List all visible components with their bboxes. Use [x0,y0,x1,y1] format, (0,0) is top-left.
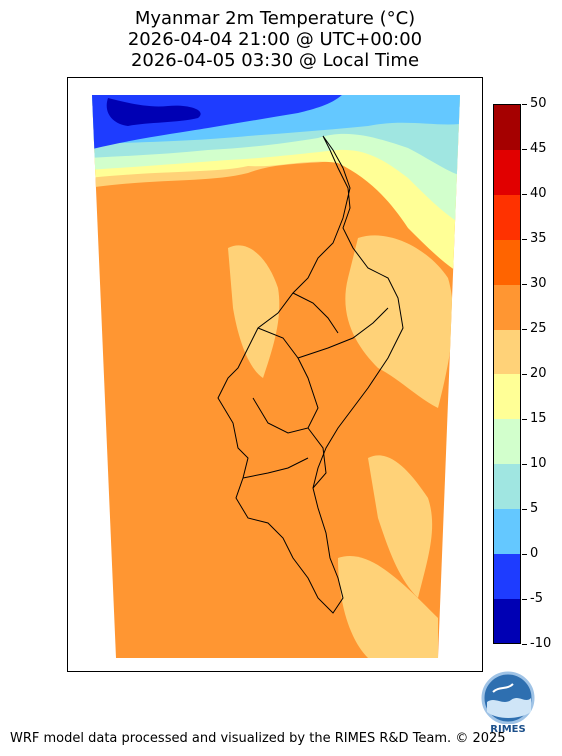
colorbar-tick-label: -10 [530,636,552,651]
colorbar-tick [522,599,527,600]
logo-text: RIMES [490,724,526,735]
colorbar-tick-label: 20 [530,366,547,381]
colorbar-tick-label: 0 [530,546,539,561]
colorbar-segment [494,329,520,375]
state-boundary-2 [297,307,389,359]
colorbar-segment [494,105,520,151]
colorbar-tick-label: 10 [530,456,547,471]
colorbar-tick-label: 45 [530,141,547,156]
field-patch-east-highlands [345,235,454,408]
colorbar-tick [522,239,527,240]
state-boundary-5 [292,292,339,334]
colorbar-segment [494,149,520,196]
colorbar-tick-label: 40 [530,186,547,201]
colorbar-tick [522,419,527,420]
state-boundary-4 [242,457,309,479]
colorbar-tick-label: 30 [530,276,547,291]
colorbar-tick [522,509,527,510]
title-line-2: 2026-04-04 21:00 @ UTC+00:00 [127,29,423,50]
admin-boundaries [217,135,404,614]
footer-credit: WRF model data processed and visualized … [10,731,506,746]
title-line-1: Myanmar 2m Temperature (°C) [134,8,416,29]
colorbar-tick-label: 5 [530,501,539,516]
colorbar-tick [522,554,527,555]
colorbar-segment [494,194,520,240]
colorbar-tick-label: 15 [530,411,547,426]
rimes-globe-icon [481,671,535,725]
myanmar-outline [217,135,404,614]
colorbar-tick [522,644,527,645]
state-boundary-3 [307,427,327,489]
colorbar-segment [494,418,520,465]
temperature-map [92,95,460,658]
colorbar-tick-label: -5 [530,591,543,606]
colorbar-segment [494,508,520,554]
rimes-logo: RIMES [475,668,541,738]
field-band-neg10-neg5 [106,98,201,126]
colorbar-segment [494,598,520,644]
field-patch-south [338,556,438,658]
map-title: Myanmar 2m Temperature (°C) 2026-04-04 2… [0,8,550,71]
title-line-3: 2026-04-05 03:30 @ Local Time [130,50,420,71]
map-panel: RIMES [67,77,535,735]
colorbar-segment [494,463,520,509]
colorbar-tick [522,149,527,150]
colorbar-tick-label: 25 [530,321,547,336]
colorbar-segment [494,553,520,599]
colorbar-tick [522,329,527,330]
colorbar-segment [494,284,520,330]
colorbar-tick [522,284,527,285]
colorbar-tick-label: 50 [530,96,547,111]
field-band-neg5-0 [92,95,348,150]
field-patch-southeast [368,455,433,598]
colorbar-tick-label: 35 [530,231,547,246]
colorbar-tick [522,374,527,375]
colorbar [493,104,521,644]
temperature-field [92,95,460,658]
colorbar-segment [494,239,520,285]
colorbar-tick [522,104,527,105]
field-patch-west-hills [228,245,280,378]
colorbar-tick [522,194,527,195]
colorbar-segment [494,374,520,420]
state-boundary-1 [252,327,319,434]
colorbar-tick [522,464,527,465]
